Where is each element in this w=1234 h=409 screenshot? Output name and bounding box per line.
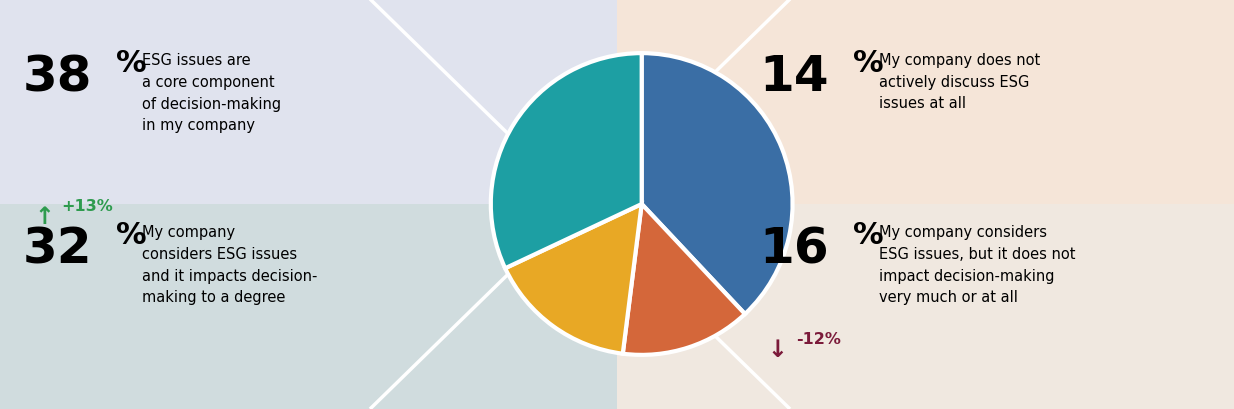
Bar — [617, 0, 1234, 204]
Bar — [0, 204, 617, 409]
Text: ↑: ↑ — [35, 204, 54, 229]
Text: 14: 14 — [759, 53, 828, 101]
Text: %: % — [853, 221, 884, 250]
Text: ↓: ↓ — [768, 337, 787, 362]
Text: %: % — [116, 49, 147, 78]
Text: 32: 32 — [22, 225, 91, 273]
Text: ESG issues are
a core component
of decision-making
in my company: ESG issues are a core component of decis… — [142, 53, 281, 133]
Text: My company
considers ESG issues
and it impacts decision-
making to a degree: My company considers ESG issues and it i… — [142, 225, 317, 305]
Text: +13%: +13% — [62, 198, 114, 213]
Text: -12%: -12% — [796, 331, 840, 346]
Text: %: % — [853, 49, 884, 78]
Text: My company considers
ESG issues, but it does not
impact decision-making
very muc: My company considers ESG issues, but it … — [879, 225, 1075, 305]
Text: 38: 38 — [22, 53, 91, 101]
Text: %: % — [116, 221, 147, 250]
Wedge shape — [491, 54, 642, 269]
Text: My company does not
actively discuss ESG
issues at all: My company does not actively discuss ESG… — [879, 53, 1040, 111]
Wedge shape — [505, 204, 642, 354]
Wedge shape — [623, 204, 745, 355]
Wedge shape — [642, 54, 792, 314]
Bar — [617, 204, 1234, 409]
Bar — [0, 0, 617, 204]
Text: 16: 16 — [759, 225, 828, 273]
